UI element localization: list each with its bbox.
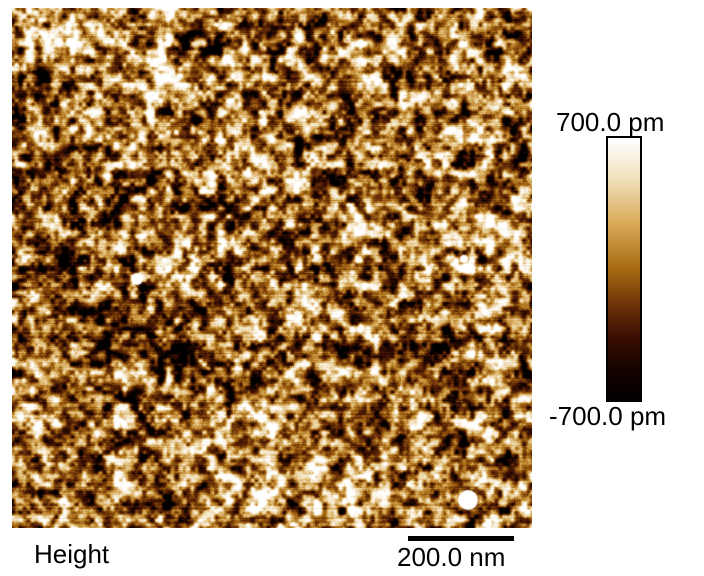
afm-height-image xyxy=(12,8,532,528)
scale-bar xyxy=(408,536,514,541)
scale-bar-label: 200.0 nm xyxy=(397,542,506,572)
channel-label: Height xyxy=(34,539,110,569)
colorbar-max-label: 700.0 pm xyxy=(556,107,665,137)
colorbar-min-label: -700.0 pm xyxy=(549,401,667,431)
height-colorbar xyxy=(606,136,642,402)
